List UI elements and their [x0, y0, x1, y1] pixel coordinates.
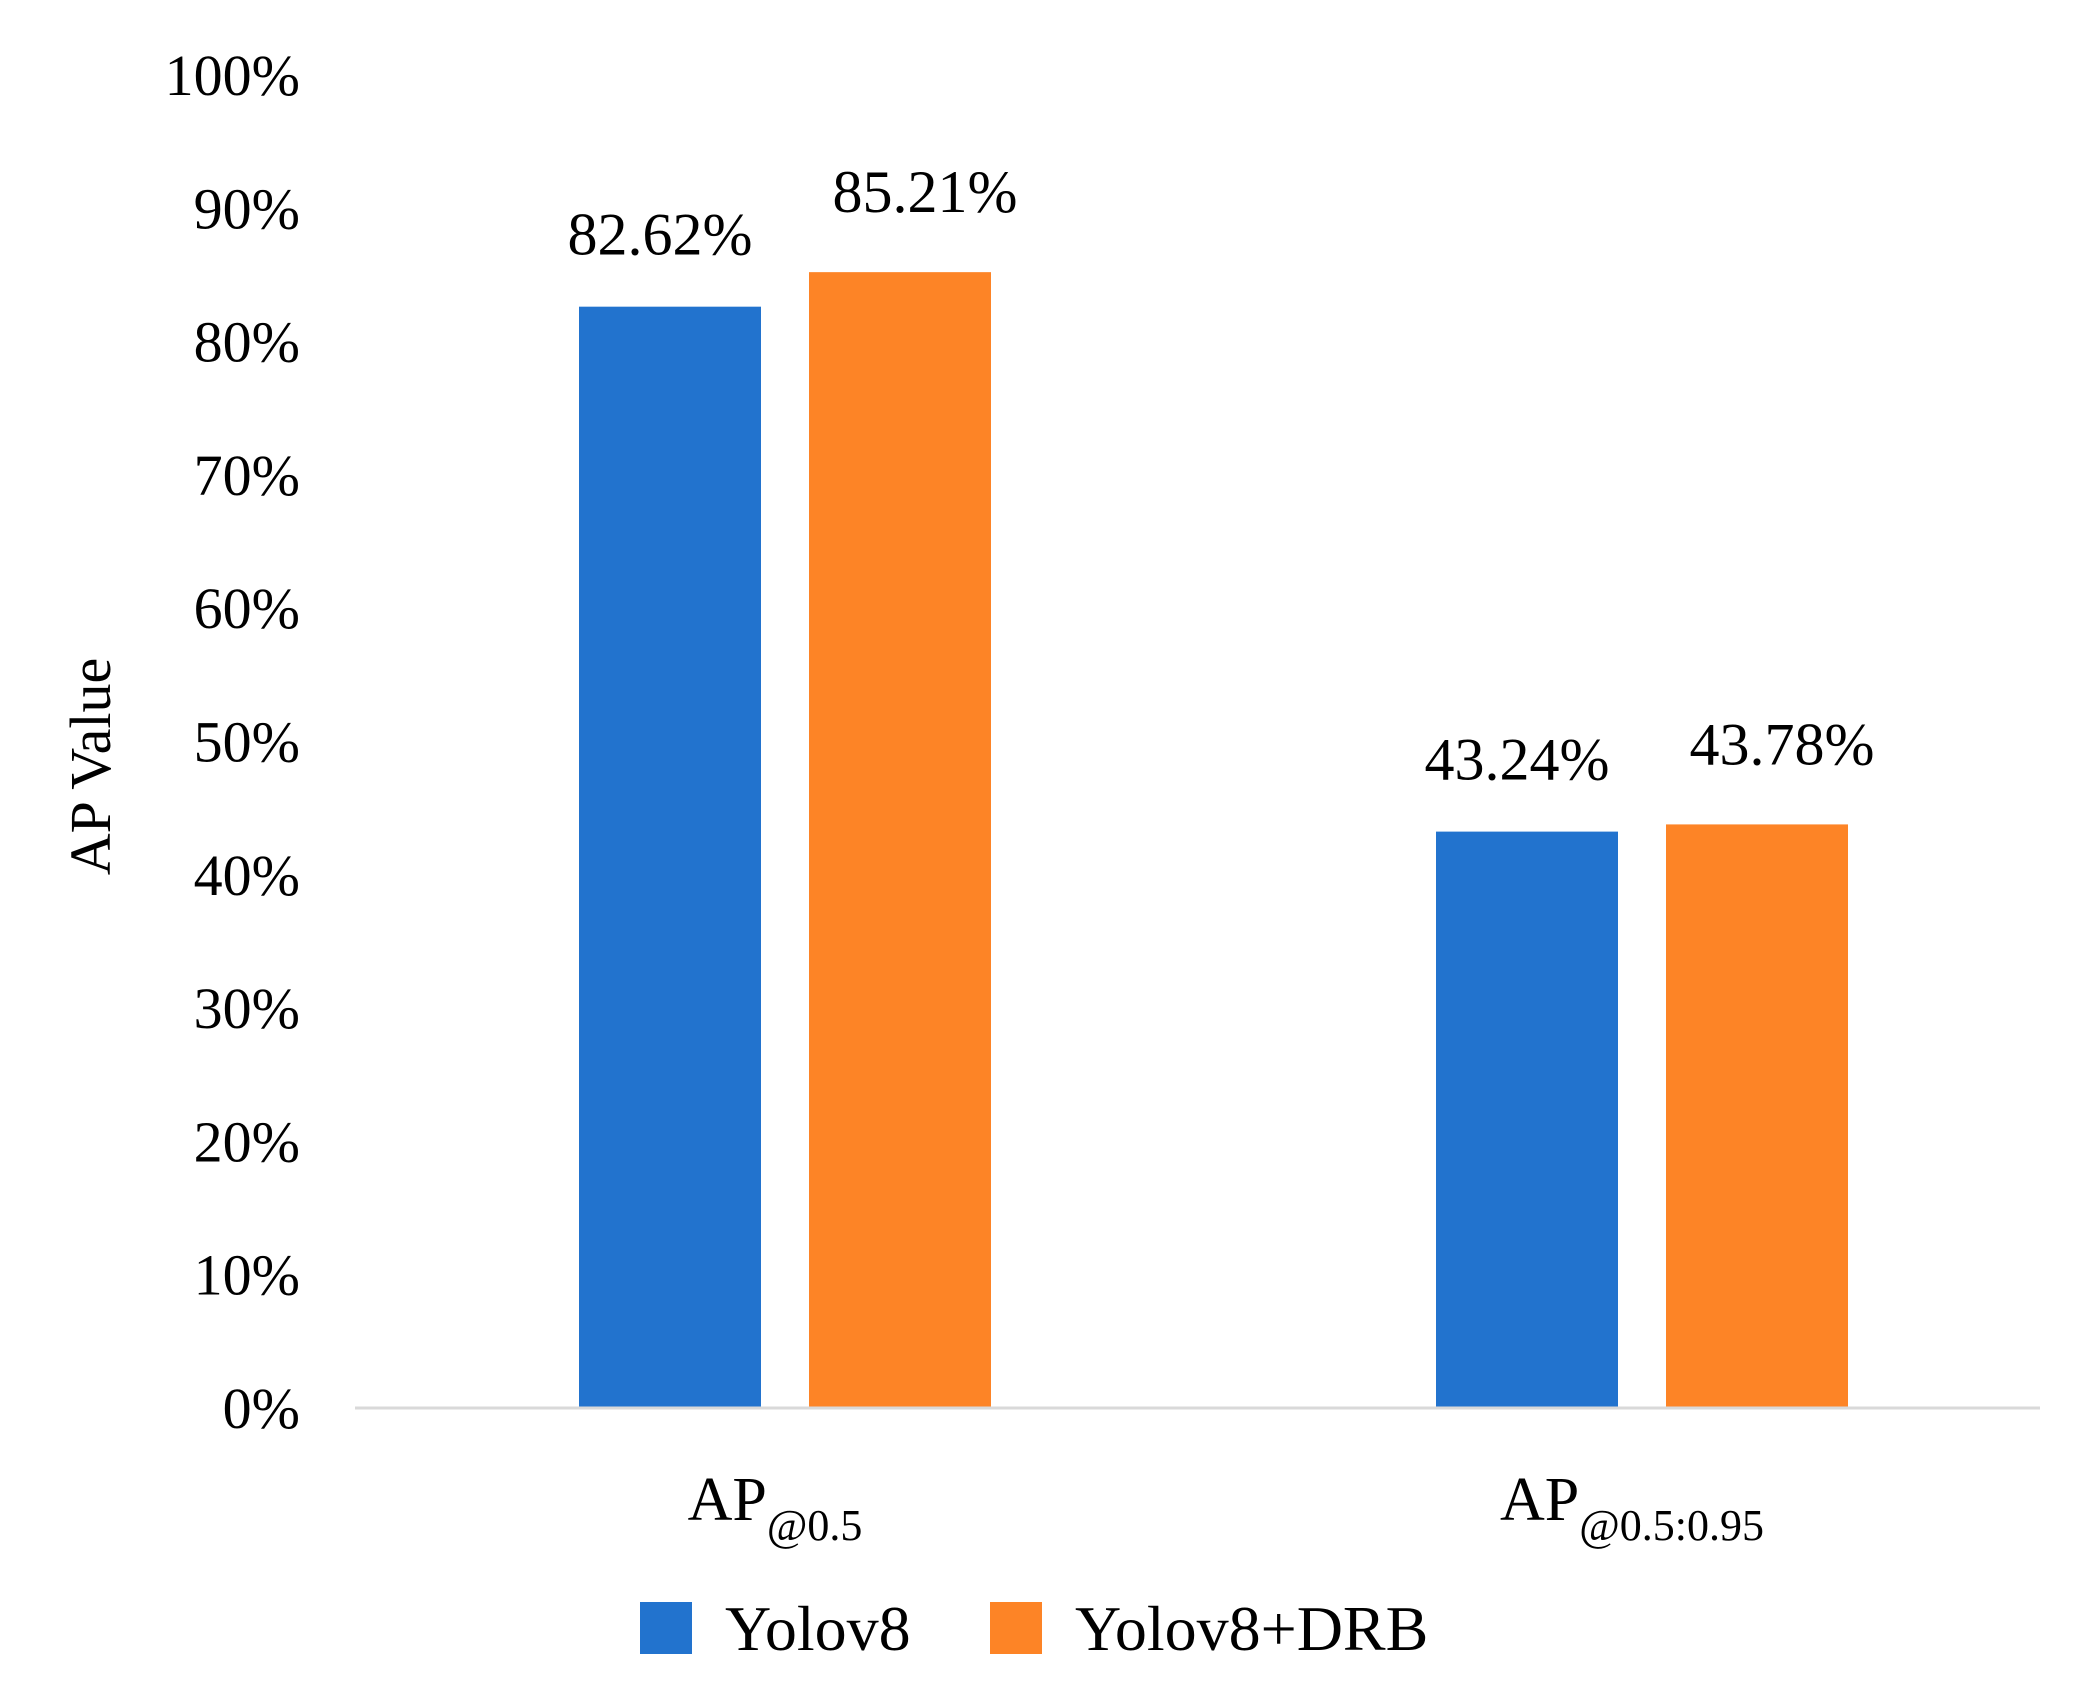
legend: Yolov8 Yolov8+DRB — [640, 1593, 1428, 1664]
y-tick-label: 100% — [165, 43, 300, 108]
data-label: 43.24% — [1425, 727, 1610, 793]
bar-yolov8-drb-2 — [1666, 824, 1848, 1408]
y-tick-label: 30% — [194, 976, 300, 1041]
y-tick-label: 0% — [223, 1376, 300, 1441]
bars — [579, 272, 1848, 1409]
legend-label: Yolov8+DRB — [1075, 1593, 1428, 1664]
data-labels: 82.62% 43.24% 85.21% 43.78% — [568, 159, 1875, 792]
y-tick-label: 70% — [194, 443, 300, 508]
y-tick-label: 60% — [194, 576, 300, 641]
y-tick-label: 20% — [194, 1109, 300, 1174]
x-category-label: AP@0.5 — [688, 1466, 863, 1550]
y-tick-label: 50% — [194, 710, 300, 775]
data-label: 82.62% — [568, 202, 753, 268]
data-label: 85.21% — [833, 159, 1018, 225]
y-tick-label: 80% — [194, 310, 300, 375]
x-category-label: AP@0.5:0.95 — [1500, 1466, 1764, 1550]
y-tick-label: 40% — [194, 843, 300, 908]
bar-yolov8-drb-1 — [809, 272, 991, 1409]
bar-yolov8-2 — [1436, 831, 1618, 1408]
y-axis-tick-labels: 0% 10% 20% 30% 40% 50% 60% 70% 80% 90% 100% — [165, 43, 300, 1441]
y-tick-label: 10% — [194, 1243, 300, 1308]
legend-swatch — [990, 1602, 1042, 1654]
legend-label: Yolov8 — [725, 1593, 911, 1664]
bar-yolov8-1 — [579, 306, 761, 1408]
y-axis-title: AP Value — [58, 658, 123, 876]
data-label: 43.78% — [1690, 711, 1875, 777]
legend-swatch — [640, 1602, 692, 1654]
y-tick-label: 90% — [194, 176, 300, 241]
x-axis-category-labels: AP@0.5 AP@0.5:0.95 — [688, 1466, 1764, 1550]
